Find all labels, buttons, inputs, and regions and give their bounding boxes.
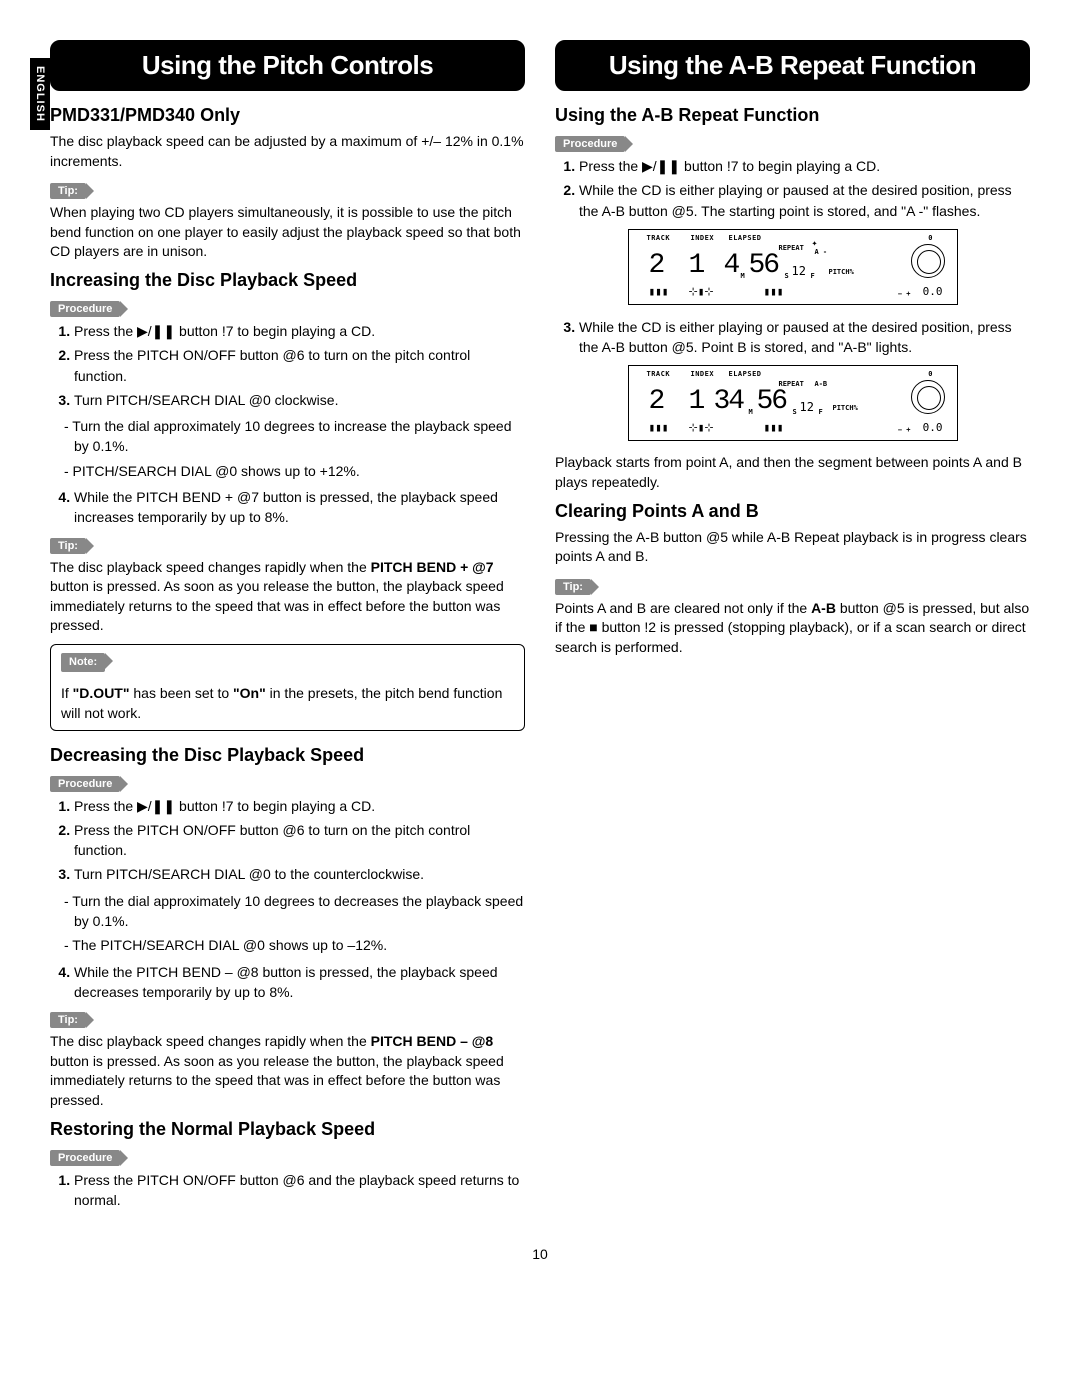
- ab-steps-1: Press the ▶/❚❚ button !7 to begin playin…: [555, 156, 1030, 221]
- restore-steps: Press the PITCH ON/OFF button @6 and the…: [50, 1170, 525, 1211]
- decrease-bullets: - Turn the dial approximately 10 degrees…: [50, 891, 525, 956]
- ab-step-3: While the CD is either playing or paused…: [579, 317, 1030, 358]
- dec-step-2: Press the PITCH ON/OFF button @6 to turn…: [74, 820, 525, 861]
- inc-step-2: Press the PITCH ON/OFF button @6 to turn…: [74, 345, 525, 386]
- page-number: 10: [50, 1246, 1030, 1262]
- dial-icon: [911, 244, 945, 278]
- increase-steps-2: While the PITCH BEND + @7 button is pres…: [50, 487, 525, 528]
- decrease-steps: Press the ▶/❚❚ button !7 to begin playin…: [50, 796, 525, 885]
- ab-step-1: Press the ▶/❚❚ button !7 to begin playin…: [579, 156, 1030, 176]
- dec-step-3: Turn PITCH/SEARCH DIAL @0 to the counter…: [74, 864, 525, 884]
- increase-bullets: - Turn the dial approximately 10 degrees…: [50, 416, 525, 481]
- tip-label-3: Tip:: [50, 1012, 86, 1028]
- lcd-display-1: TRACK INDEX ELAPSED REPEAT ✦ A - 2 1 4 M…: [628, 229, 958, 305]
- note-label: Note:: [61, 653, 105, 672]
- increase-steps: Press the ▶/❚❚ button !7 to begin playin…: [50, 321, 525, 410]
- lcd-display-2: TRACK INDEX ELAPSED REPEAT A-B 2 1 34 M …: [628, 365, 958, 441]
- inc-bullet-2: - PITCH/SEARCH DIAL @0 shows up to +12%.: [64, 461, 525, 481]
- proc-label-4: Procedure: [555, 136, 625, 152]
- dec-step-4: While the PITCH BEND – @8 button is pres…: [74, 962, 525, 1003]
- tip-label-4: Tip:: [555, 579, 591, 595]
- content-columns: Using the Pitch Controls PMD331/PMD340 O…: [50, 40, 1030, 1216]
- subhead-restore: Restoring the Normal Playback Speed: [50, 1119, 525, 1140]
- proc-label-1: Procedure: [50, 301, 120, 317]
- tip-label-1: Tip:: [50, 183, 86, 199]
- language-tab: ENGLISH: [30, 58, 50, 130]
- right-column: Using the A-B Repeat Function Using the …: [555, 40, 1030, 1216]
- tip-label-2: Tip:: [50, 538, 86, 554]
- proc-label-3: Procedure: [50, 1150, 120, 1166]
- inc-step-1: Press the ▶/❚❚ button !7 to begin playin…: [74, 321, 525, 341]
- inc-step-4: While the PITCH BEND + @7 button is pres…: [74, 487, 525, 528]
- tip-1-text: When playing two CD players simultaneous…: [50, 203, 525, 262]
- dec-bullet-2: - The PITCH/SEARCH DIAL @0 shows up to –…: [64, 935, 525, 955]
- note-box: Note: If "D.OUT" has been set to "On" in…: [50, 644, 525, 731]
- restore-step-1: Press the PITCH ON/OFF button @6 and the…: [74, 1170, 525, 1211]
- clear-text: Pressing the A-B button @5 while A-B Rep…: [555, 528, 1030, 567]
- left-column: Using the Pitch Controls PMD331/PMD340 O…: [50, 40, 525, 1216]
- tip-2-text: The disc playback speed changes rapidly …: [50, 558, 525, 636]
- dec-bullet-1: - Turn the dial approximately 10 degrees…: [64, 891, 525, 932]
- subhead-increase: Increasing the Disc Playback Speed: [50, 270, 525, 291]
- dial-icon: [911, 380, 945, 414]
- tip-4-text: Points A and B are cleared not only if t…: [555, 599, 1030, 658]
- subhead-decrease: Decreasing the Disc Playback Speed: [50, 745, 525, 766]
- ab-steps-2: While the CD is either playing or paused…: [555, 317, 1030, 358]
- left-title: Using the Pitch Controls: [50, 40, 525, 91]
- inc-bullet-1: - Turn the dial approximately 10 degrees…: [64, 416, 525, 457]
- para-pmd: The disc playback speed can be adjusted …: [50, 132, 525, 171]
- right-title: Using the A-B Repeat Function: [555, 40, 1030, 91]
- inc-step-3: Turn PITCH/SEARCH DIAL @0 clockwise.: [74, 390, 525, 410]
- dec-step-1: Press the ▶/❚❚ button !7 to begin playin…: [74, 796, 525, 816]
- subhead-clear: Clearing Points A and B: [555, 501, 1030, 522]
- ab-step-2: While the CD is either playing or paused…: [579, 180, 1030, 221]
- subhead-ab: Using the A-B Repeat Function: [555, 105, 1030, 126]
- subhead-pmd: PMD331/PMD340 Only: [50, 105, 525, 126]
- proc-label-2: Procedure: [50, 776, 120, 792]
- tip-3-text: The disc playback speed changes rapidly …: [50, 1032, 525, 1110]
- ab-after-text: Playback starts from point A, and then t…: [555, 453, 1030, 492]
- decrease-steps-2: While the PITCH BEND – @8 button is pres…: [50, 962, 525, 1003]
